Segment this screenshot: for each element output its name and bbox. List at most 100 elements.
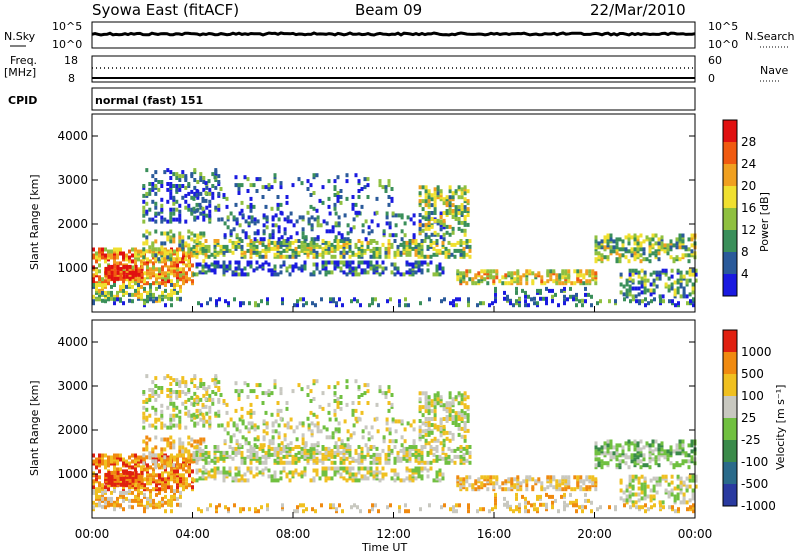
- velocity-cell: [276, 408, 280, 413]
- velocity-cell: [501, 487, 505, 492]
- power-cell: [122, 274, 126, 279]
- velocity-cell: [457, 391, 461, 396]
- velocity-cell: [137, 474, 141, 479]
- velocity-cell: [351, 456, 355, 461]
- velocity-cell: [267, 452, 271, 457]
- velocity-cell: [361, 429, 365, 434]
- power-cell: [411, 272, 415, 277]
- velocity-cell: [140, 478, 144, 483]
- power-cell: [204, 252, 208, 257]
- power-cell: [225, 204, 229, 209]
- velocity-cell: [575, 498, 578, 503]
- velocity-cell: [396, 450, 400, 455]
- power-cell: [276, 202, 280, 207]
- power-cell: [163, 253, 167, 258]
- velocity-cell: [104, 453, 107, 458]
- velocity-cell: [257, 509, 260, 514]
- velocity-cell: [421, 434, 425, 439]
- velocity-cell: [95, 503, 98, 508]
- power-cell: [261, 254, 265, 259]
- power-cell: [95, 286, 98, 291]
- velocity-cell: [158, 504, 161, 509]
- power-cell: [652, 282, 656, 287]
- velocity-cell: [142, 405, 146, 410]
- power-cell: [199, 211, 203, 216]
- velocity-cell: [421, 421, 425, 426]
- velocity-cell: [318, 404, 322, 409]
- power-cell: [149, 267, 152, 272]
- velocity-cell: [187, 455, 191, 460]
- power-cell: [151, 241, 155, 246]
- power-cell: [184, 185, 188, 190]
- velocity-cell: [549, 475, 553, 480]
- velocity-cell: [430, 409, 434, 414]
- power-cell: [404, 297, 407, 302]
- power-cell: [432, 246, 436, 251]
- velocity-cell: [451, 432, 455, 437]
- power-cell: [424, 189, 428, 194]
- freq-panel-frame: [91, 55, 696, 83]
- power-cell: [104, 283, 107, 287]
- velocity-cell: [331, 431, 335, 436]
- power-cell: [319, 223, 323, 228]
- power-cell: [95, 271, 98, 276]
- velocity-cell: [143, 467, 146, 472]
- power-cell: [354, 173, 358, 178]
- power-cell: [142, 247, 146, 252]
- power-cell: [273, 246, 277, 251]
- power-cell: [331, 225, 335, 230]
- power-cell: [603, 239, 607, 244]
- power-cell: [333, 254, 337, 259]
- velocity-cell: [282, 466, 286, 471]
- velocity-cell: [633, 453, 637, 458]
- power-cell: [375, 246, 379, 251]
- velocity-cell: [163, 437, 167, 442]
- velocity-cell: [140, 465, 143, 470]
- velocity-cell: [176, 469, 179, 474]
- power-cell: [313, 217, 317, 222]
- power-cell: [678, 257, 682, 262]
- velocity-cell: [276, 478, 280, 483]
- velocity-cell: [113, 489, 116, 493]
- power-cell: [128, 292, 131, 297]
- power-cell: [633, 241, 637, 246]
- velocity-cell: [612, 451, 616, 456]
- velocity-cell: [155, 502, 158, 507]
- power-cell: [567, 269, 571, 274]
- velocity-cell: [430, 438, 434, 443]
- velocity-cell: [515, 496, 518, 501]
- power-cell: [679, 294, 683, 299]
- velocity-cell: [95, 492, 98, 497]
- power-cell: [599, 299, 602, 304]
- power-cell: [258, 250, 262, 255]
- velocity-cell: [466, 395, 470, 400]
- velocity-cell: [424, 428, 428, 433]
- velocity-cell: [459, 454, 463, 459]
- power-cell: [237, 191, 241, 195]
- velocity-cell: [258, 460, 262, 465]
- power-cell: [507, 271, 511, 276]
- power-cell: [682, 290, 686, 295]
- velocity-cell: [330, 460, 334, 465]
- power-cell: [609, 245, 613, 250]
- power-cell: [335, 301, 338, 306]
- velocity-cell: [648, 443, 652, 448]
- power-cell: [179, 277, 182, 282]
- velocity-cell: [298, 421, 302, 426]
- power-cell: [345, 272, 349, 277]
- velocity-cell: [474, 487, 478, 492]
- velocity-cell: [240, 406, 244, 411]
- velocity-cell: [369, 472, 373, 477]
- velocity-cell: [178, 393, 182, 398]
- velocity-cell: [628, 494, 632, 499]
- power-cell: [406, 215, 410, 220]
- velocity-cell: [337, 437, 341, 442]
- velocity-cell: [594, 441, 598, 446]
- power-cell: [621, 243, 625, 248]
- velocity-cell: [128, 461, 131, 466]
- velocity-cell: [297, 383, 301, 388]
- velocity-cell: [492, 475, 496, 480]
- velocity-cell: [122, 461, 125, 466]
- power-cell: [142, 213, 146, 218]
